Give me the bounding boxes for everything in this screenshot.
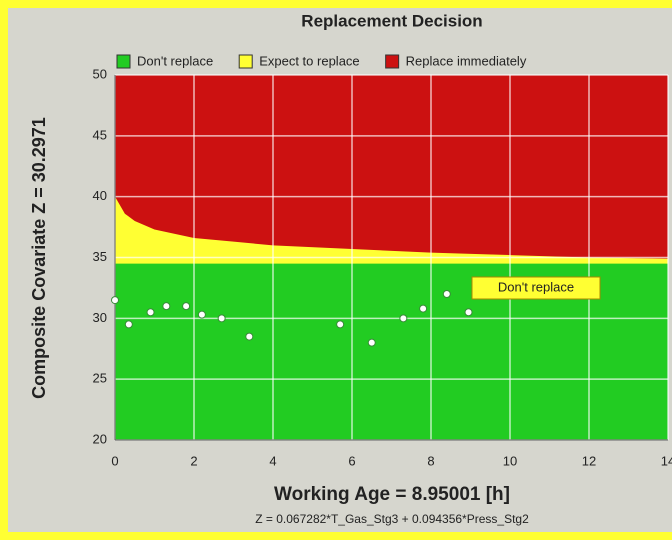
legend-swatch (116, 54, 131, 69)
y-tick-label: 25 (93, 371, 107, 386)
point (197, 310, 206, 319)
x-axis-label: Working Age = 8.95001 [h] (274, 484, 510, 505)
point (111, 296, 119, 305)
x-tick-label: 12 (582, 453, 596, 468)
x-tick-label: 14 (661, 453, 672, 468)
footnote: Z = 0.067282*T_Gas_Stg3 + 0.094356*Press… (255, 512, 529, 526)
point (245, 332, 254, 341)
point (182, 302, 191, 311)
x-tick-label: 0 (111, 453, 118, 468)
y-tick-label: 30 (93, 310, 107, 325)
point (419, 304, 428, 313)
x-tick-label: 6 (348, 453, 355, 468)
point (464, 308, 473, 317)
legend-swatch (385, 54, 400, 69)
legend-swatch (238, 54, 253, 69)
x-tick-label: 8 (427, 453, 434, 468)
y-tick-label: 35 (93, 249, 107, 264)
area (115, 263, 668, 440)
y-tick-label: 45 (93, 127, 107, 142)
point (367, 338, 376, 347)
y-axis-label: Composite Covariate Z = 30.2971 (29, 117, 49, 399)
annotation: Don't replace (498, 279, 574, 294)
legend-label: Replace immediately (406, 53, 527, 68)
y-tick-label: 50 (93, 66, 107, 81)
point (146, 308, 155, 317)
x-tick-label: 2 (190, 453, 197, 468)
chart-title: Replacement Decision (301, 11, 482, 30)
y-tick-label: 20 (93, 431, 107, 446)
legend-label: Expect to replace (259, 53, 359, 68)
legend-label: Don't replace (137, 53, 213, 68)
y-tick-label: 40 (93, 188, 107, 203)
point (399, 314, 408, 323)
point (217, 314, 226, 323)
annotation-box (471, 276, 601, 300)
x-tick-label: 4 (269, 453, 276, 468)
x-tick-label: 10 (503, 453, 517, 468)
point (162, 302, 171, 311)
point (124, 320, 133, 329)
point (442, 290, 451, 298)
point (336, 320, 345, 329)
